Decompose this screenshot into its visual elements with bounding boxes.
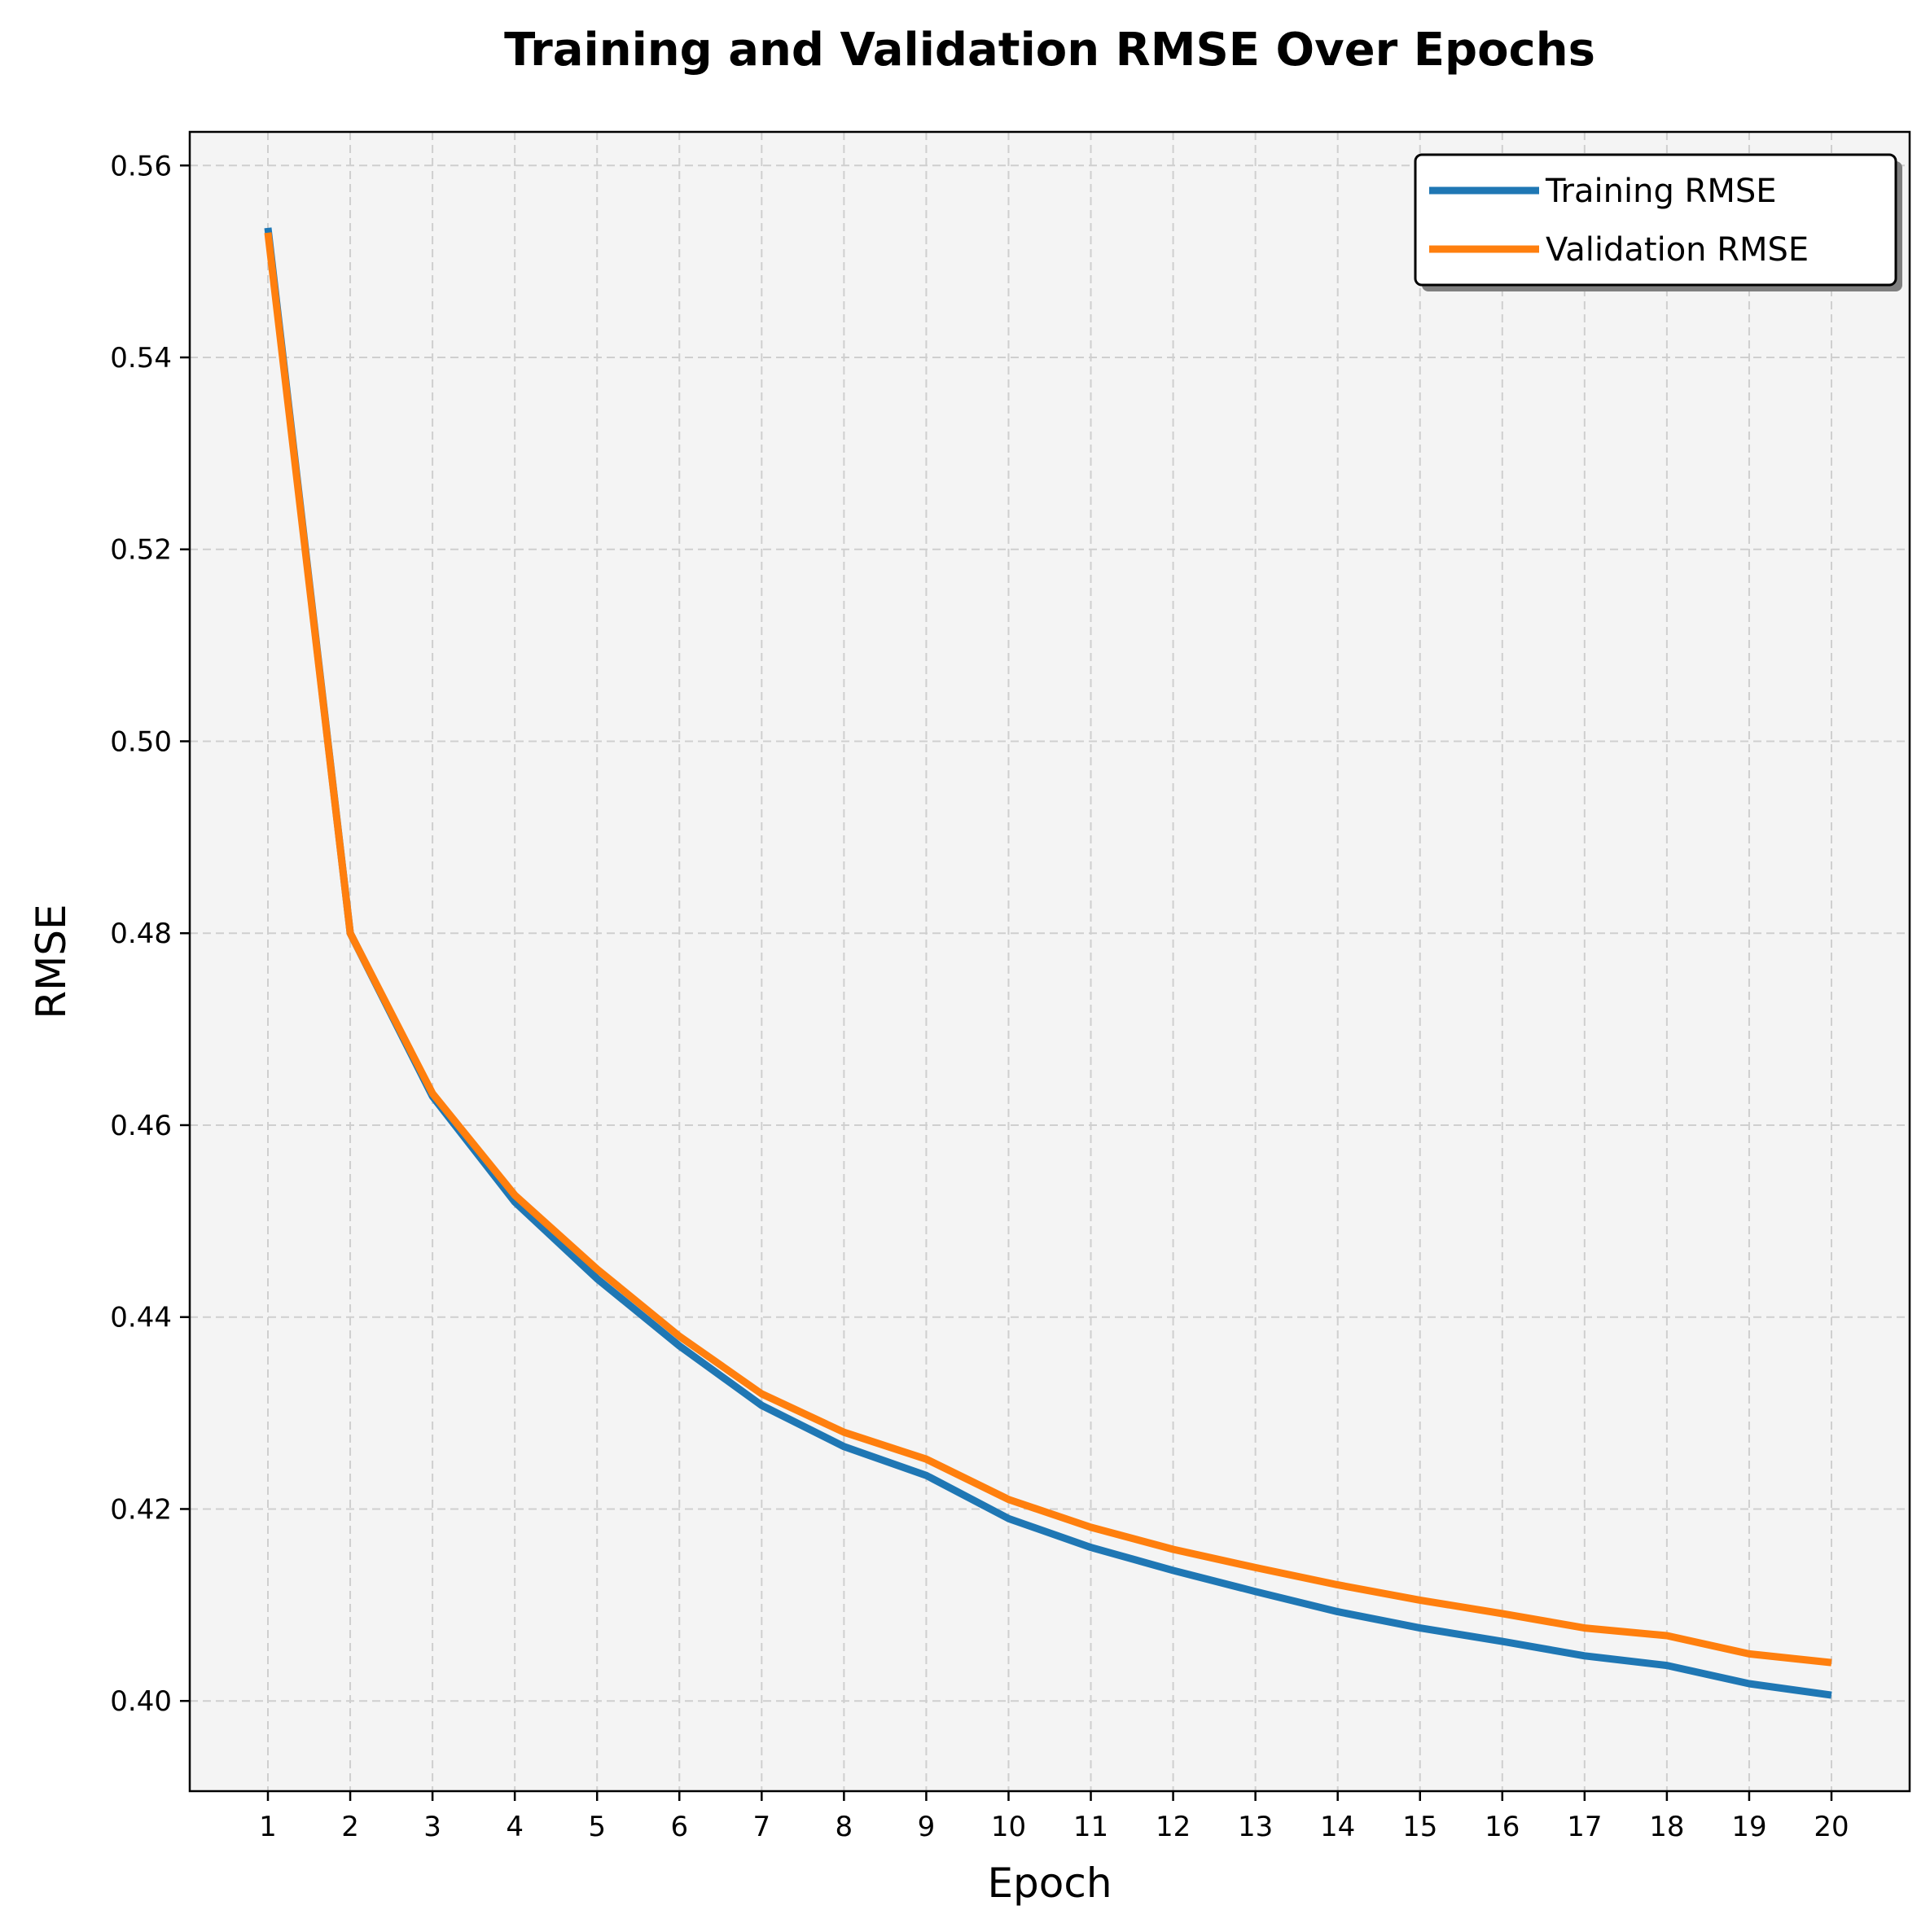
x-tick-label: 2 bbox=[341, 1811, 359, 1843]
grid bbox=[190, 132, 1910, 1791]
x-tick-label: 20 bbox=[1814, 1811, 1849, 1843]
plot-area bbox=[190, 132, 1910, 1791]
x-tick-label: 9 bbox=[918, 1811, 936, 1843]
x-tick-label: 6 bbox=[670, 1811, 688, 1843]
axis-ticks: 1 2 3 4 5 6 7 8 9 10 11 12 13 14 15 16 17 18 19 200.400.420… bbox=[110, 150, 1849, 1843]
x-tick-label: 15 bbox=[1402, 1811, 1437, 1843]
y-tick-label: 0.42 bbox=[110, 1493, 172, 1526]
series-line-validation bbox=[264, 232, 1832, 1667]
legend-label-training: Training RMSE bbox=[1545, 173, 1777, 210]
x-tick-label: 5 bbox=[588, 1811, 606, 1843]
y-tick-label: 0.54 bbox=[110, 342, 172, 375]
y-tick-label: 0.50 bbox=[110, 725, 172, 758]
x-axis-label: Epoch bbox=[987, 1860, 1112, 1907]
x-tick-label: 4 bbox=[506, 1811, 524, 1843]
y-tick-label: 0.52 bbox=[110, 534, 172, 567]
x-tick-label: 3 bbox=[423, 1811, 441, 1843]
x-tick-label: 10 bbox=[991, 1811, 1026, 1843]
x-tick-label: 13 bbox=[1238, 1811, 1273, 1843]
x-tick-label: 7 bbox=[752, 1811, 770, 1843]
x-tick-label: 8 bbox=[836, 1811, 853, 1843]
x-tick-label: 11 bbox=[1073, 1811, 1108, 1843]
x-tick-label: 12 bbox=[1156, 1811, 1191, 1843]
plot-frame bbox=[188, 130, 1911, 1793]
y-tick-label: 0.40 bbox=[110, 1685, 172, 1718]
legend: Training RMSE Validation RMSE bbox=[1414, 153, 1902, 291]
chart-title: Training and Validation RMSE Over Epochs bbox=[504, 24, 1595, 77]
x-tick-label: 16 bbox=[1485, 1811, 1520, 1843]
y-tick-label: 0.48 bbox=[110, 918, 172, 950]
x-tick-label: 14 bbox=[1320, 1811, 1355, 1843]
x-tick-label: 19 bbox=[1731, 1811, 1766, 1843]
y-tick-label: 0.44 bbox=[110, 1302, 172, 1334]
x-tick-label: 1 bbox=[259, 1811, 277, 1843]
legend-label-validation: Validation RMSE bbox=[1546, 231, 1809, 269]
x-tick-label: 18 bbox=[1649, 1811, 1684, 1843]
y-tick-label: 0.56 bbox=[110, 150, 172, 182]
y-axis-label: RMSE bbox=[28, 904, 75, 1019]
x-tick-label: 17 bbox=[1567, 1811, 1602, 1843]
series-lines bbox=[264, 227, 1832, 1699]
y-tick-label: 0.46 bbox=[110, 1110, 172, 1142]
series-line-training bbox=[264, 227, 1832, 1699]
